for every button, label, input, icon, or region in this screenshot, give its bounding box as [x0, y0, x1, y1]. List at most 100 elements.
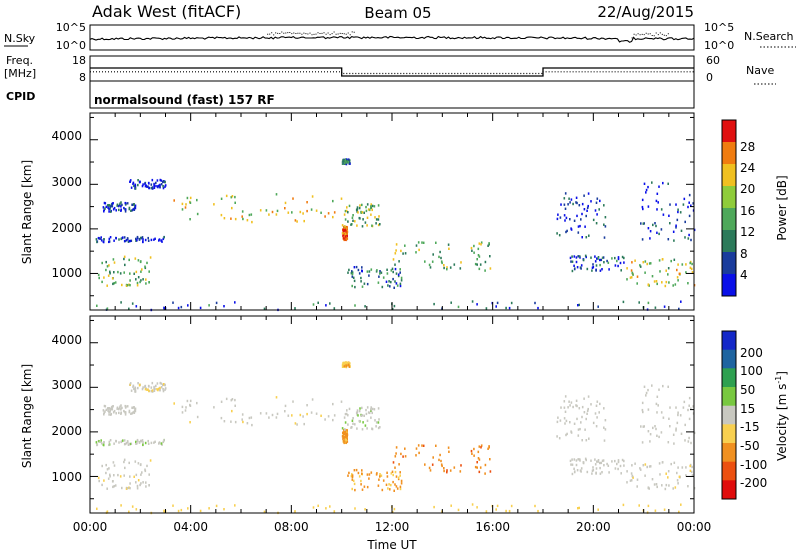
power-echo-region-5 — [341, 225, 349, 242]
power-y-ticks — [90, 116, 694, 297]
power-colorbar-swatch-1 — [722, 142, 736, 165]
power-echo-region-6 — [341, 158, 351, 166]
velocity-y-ticks — [90, 319, 694, 500]
power-y-tick-4000: 4000 — [51, 129, 82, 143]
cpid-row: CPID normalsound (fast) 157 RF — [6, 80, 695, 109]
vel-cbar-tick-m200: -200 — [740, 476, 767, 490]
freq-label: Freq. — [6, 54, 33, 67]
vel-cbar-tick-m50: -50 — [740, 439, 760, 453]
plot-title: Adak West (fitACF) — [92, 2, 241, 21]
power-y-label: Slant Range [km] — [20, 160, 34, 264]
velocity-y-tick-2000: 2000 — [51, 424, 82, 438]
vel-cbar-tick-m15: -15 — [740, 420, 760, 434]
velocity-colorbar-swatch-3 — [722, 387, 736, 407]
power-echo-region-14 — [96, 300, 682, 312]
power-y-tick-labels: 4000 3000 2000 1000 — [51, 129, 82, 280]
power-colorbar-label: Power [dB] — [775, 175, 789, 240]
power-colorbar-swatch-3 — [722, 186, 736, 209]
velocity-echo-region-9 — [392, 444, 492, 475]
time-axis-label: Time UT — [366, 538, 417, 552]
beam-label: Beam 05 — [364, 4, 431, 22]
power-cbar-tick-4: 4 — [740, 268, 748, 282]
power-echo-region-13 — [640, 181, 696, 242]
power-colorbar-swatch-5 — [722, 230, 736, 253]
freq-tick-bottom: 8 — [79, 71, 86, 84]
power-colorbar-swatch-0 — [722, 120, 736, 143]
vel-cbar-tick-100: 100 — [740, 364, 763, 378]
time-tick-5: 20:00 — [576, 520, 611, 534]
vel-cbar-tick-15: 15 — [740, 402, 755, 416]
vel-cbar-tick-200: 200 — [740, 346, 763, 360]
velocity-echo-marks — [95, 361, 696, 515]
power-colorbar-swatch-6 — [722, 252, 736, 275]
power-cbar-tick-28: 28 — [740, 140, 755, 154]
time-tick-4: 16:00 — [475, 520, 510, 534]
nave-tick-bottom: 0 — [706, 71, 713, 84]
power-y-tick-1000: 1000 — [51, 266, 82, 280]
velocity-echo-region-4 — [173, 396, 343, 427]
velocity-echo-region-2 — [95, 438, 165, 447]
power-colorbar — [721, 119, 737, 297]
time-tick-0: 00:00 — [73, 520, 108, 534]
power-y-tick-2000: 2000 — [51, 221, 82, 235]
freq-unit-label: [MHz] — [4, 67, 36, 80]
velocity-colorbar — [721, 330, 737, 500]
power-cbar-tick-16: 16 — [740, 204, 755, 218]
time-tick-1: 04:00 — [173, 520, 208, 534]
power-colorbar-swatch-7 — [722, 274, 736, 297]
velocity-colorbar-label: Velocity [m s-1] — [774, 371, 789, 461]
noise-tick-left-top: 10^5 — [56, 21, 86, 34]
date-label: 22/Aug/2015 — [597, 3, 694, 21]
velocity-y-tick-4000: 4000 — [51, 333, 82, 347]
velocity-echo-region-1 — [102, 404, 137, 416]
power-cbar-tick-24: 24 — [740, 161, 755, 175]
velocity-colorbar-swatch-5 — [722, 424, 736, 444]
velocity-colorbar-swatch-1 — [722, 349, 736, 369]
vel-cbar-tick-50: 50 — [740, 383, 755, 397]
noise-tick-right-bottom: 10^0 — [704, 39, 734, 52]
power-echo-region-3 — [129, 178, 167, 190]
nave-tick-top: 60 — [706, 54, 720, 67]
velocity-echo-region-8 — [347, 468, 403, 492]
power-cbar-tick-12: 12 — [740, 225, 755, 239]
power-echo-region-10 — [556, 192, 607, 239]
velocity-colorbar-swatch-8 — [722, 480, 736, 500]
power-echo-region-9 — [392, 241, 492, 272]
time-tick-2: 08:00 — [274, 520, 309, 534]
time-axis-ticks — [89, 113, 695, 513]
power-echo-region-4 — [173, 193, 343, 224]
power-echo-region-8 — [347, 265, 403, 289]
velocity-echo-region-10 — [556, 395, 607, 442]
noise-tick-left-bottom: 10^0 — [56, 39, 86, 52]
velocity-y-label: Slant Range [km] — [20, 364, 34, 468]
velocity-y-tick-labels: 4000 3000 2000 1000 — [51, 333, 82, 484]
power-cbar-tick-8: 8 — [740, 247, 748, 261]
velocity-echo-region-13 — [640, 384, 696, 445]
cpid-program: normalsound (fast) 157 RF — [94, 93, 275, 107]
noise-search-trace — [267, 31, 669, 39]
velocity-colorbar-swatch-2 — [722, 368, 736, 388]
nave-trace — [90, 71, 694, 75]
frequency-trace — [90, 67, 694, 77]
freq-tick-top: 18 — [72, 54, 86, 67]
velocity-echo-region-3 — [129, 381, 167, 393]
vel-cbar-tick-m100: -100 — [740, 458, 767, 472]
power-echo-marks — [95, 158, 696, 312]
power-echo-region-0 — [97, 255, 152, 287]
velocity-y-tick-1000: 1000 — [51, 470, 82, 484]
power-echo-region-1 — [102, 201, 137, 213]
velocity-panel: Slant Range [km] 4000 3000 2000 1000 200… — [20, 315, 789, 515]
velocity-echo-region-11 — [569, 457, 625, 476]
power-echo-region-2 — [95, 235, 165, 244]
noise-search-label: N.Search — [744, 30, 794, 43]
velocity-colorbar-ticks: 200 100 50 15 -15 -50 -100 -200 — [740, 346, 767, 490]
noise-tick-right-top: 10^5 — [704, 21, 734, 34]
power-echo-region-12 — [626, 258, 696, 288]
power-y-tick-3000: 3000 — [51, 175, 82, 189]
velocity-echo-region-7 — [341, 406, 381, 431]
cpid-label: CPID — [6, 90, 35, 103]
velocity-colorbar-swatch-0 — [722, 331, 736, 351]
power-echo-region-7 — [341, 203, 381, 228]
power-panel: Slant Range [km] 4000 3000 2000 1000 28 … — [20, 112, 789, 312]
power-cbar-tick-20: 20 — [740, 182, 755, 196]
